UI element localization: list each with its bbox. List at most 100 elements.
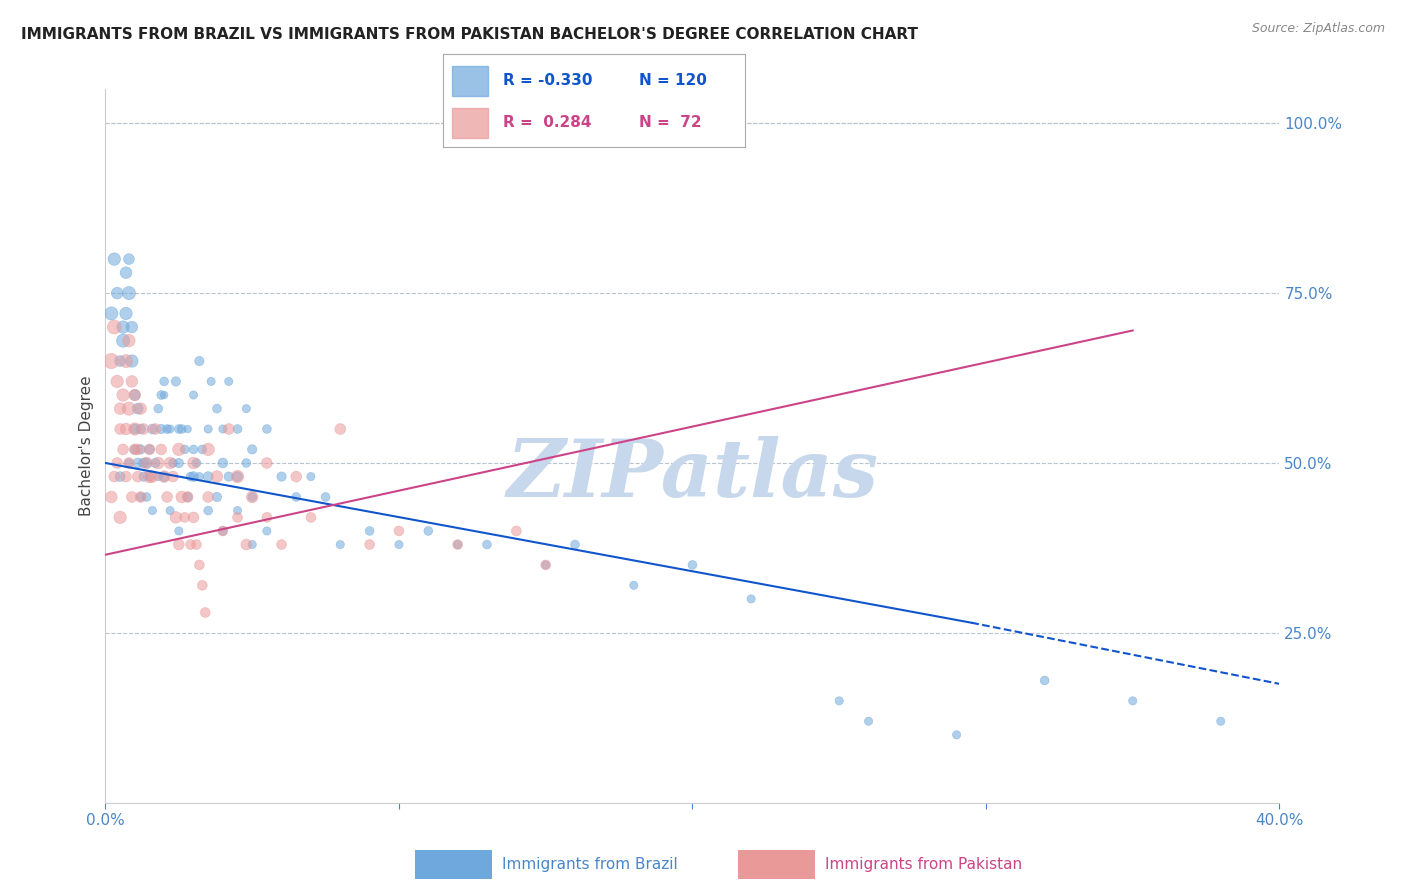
Point [141,503,163,517]
Point [150,388,173,402]
Point [108,469,131,483]
Point [108,401,131,416]
Point [112,388,135,402]
Point [740,591,762,606]
Point [156,422,179,436]
Point [141,422,163,436]
Point [534,558,557,572]
Point [235,537,257,551]
Point [183,456,205,470]
Point [121,490,143,504]
Point [211,422,233,436]
Point [115,469,138,483]
Point [256,456,278,470]
Point [115,266,138,280]
Point [156,490,179,504]
FancyBboxPatch shape [451,108,488,138]
Point [188,354,211,368]
Text: Immigrants from Brazil: Immigrants from Brazil [502,857,678,871]
Point [188,558,211,572]
Point [1033,673,1056,688]
Point [167,442,190,457]
Point [129,490,152,504]
Point [200,375,222,389]
Point [446,537,468,551]
Point [138,442,160,457]
Point [682,558,704,572]
Point [240,442,263,457]
Point [564,537,586,551]
Point [388,524,411,538]
Point [143,422,166,436]
Point [148,469,170,483]
Point [534,558,557,572]
Point [226,422,249,436]
Point [118,456,141,470]
Point [226,469,249,483]
Point [135,456,157,470]
Point [256,510,278,524]
Point [167,456,190,470]
Text: R =  0.284: R = 0.284 [503,115,592,130]
Point [150,422,173,436]
Point [240,490,263,504]
Point [118,286,141,301]
Point [132,456,155,470]
Text: Source: ZipAtlas.com: Source: ZipAtlas.com [1251,22,1385,36]
Point [100,490,122,504]
Point [103,469,125,483]
Point [299,469,322,483]
Point [218,469,240,483]
Point [197,442,219,457]
Point [235,401,257,416]
Point [132,422,155,436]
Point [240,490,263,504]
Point [138,469,160,483]
Point [197,469,219,483]
Point [127,456,149,470]
Point [1122,694,1144,708]
Point [188,469,211,483]
Point [359,524,381,538]
Point [191,578,214,592]
Point [135,456,157,470]
Point [112,442,135,457]
Point [183,442,205,457]
Point [285,469,308,483]
Point [270,469,292,483]
Point [148,401,170,416]
Text: N = 120: N = 120 [640,73,707,87]
Point [115,422,138,436]
Point [315,490,337,504]
Point [127,442,149,457]
Point [180,469,202,483]
Point [108,510,131,524]
Point [475,537,498,551]
Point [945,728,967,742]
Text: N =  72: N = 72 [640,115,702,130]
Point [186,537,208,551]
Point [162,456,184,470]
Point [124,442,146,457]
Point [285,490,308,504]
Point [124,442,146,457]
Text: ZIPatlas: ZIPatlas [506,436,879,513]
Point [194,606,217,620]
Point [226,510,249,524]
Point [141,469,163,483]
Point [159,422,181,436]
Point [359,537,381,551]
Point [153,469,176,483]
Point [127,469,149,483]
Point [153,388,176,402]
Point [121,354,143,368]
Point [124,422,146,436]
Point [183,469,205,483]
Point [183,388,205,402]
Text: R = -0.330: R = -0.330 [503,73,593,87]
Point [112,334,135,348]
Point [143,456,166,470]
Text: Immigrants from Pakistan: Immigrants from Pakistan [825,857,1022,871]
Point [329,422,352,436]
Point [118,401,141,416]
